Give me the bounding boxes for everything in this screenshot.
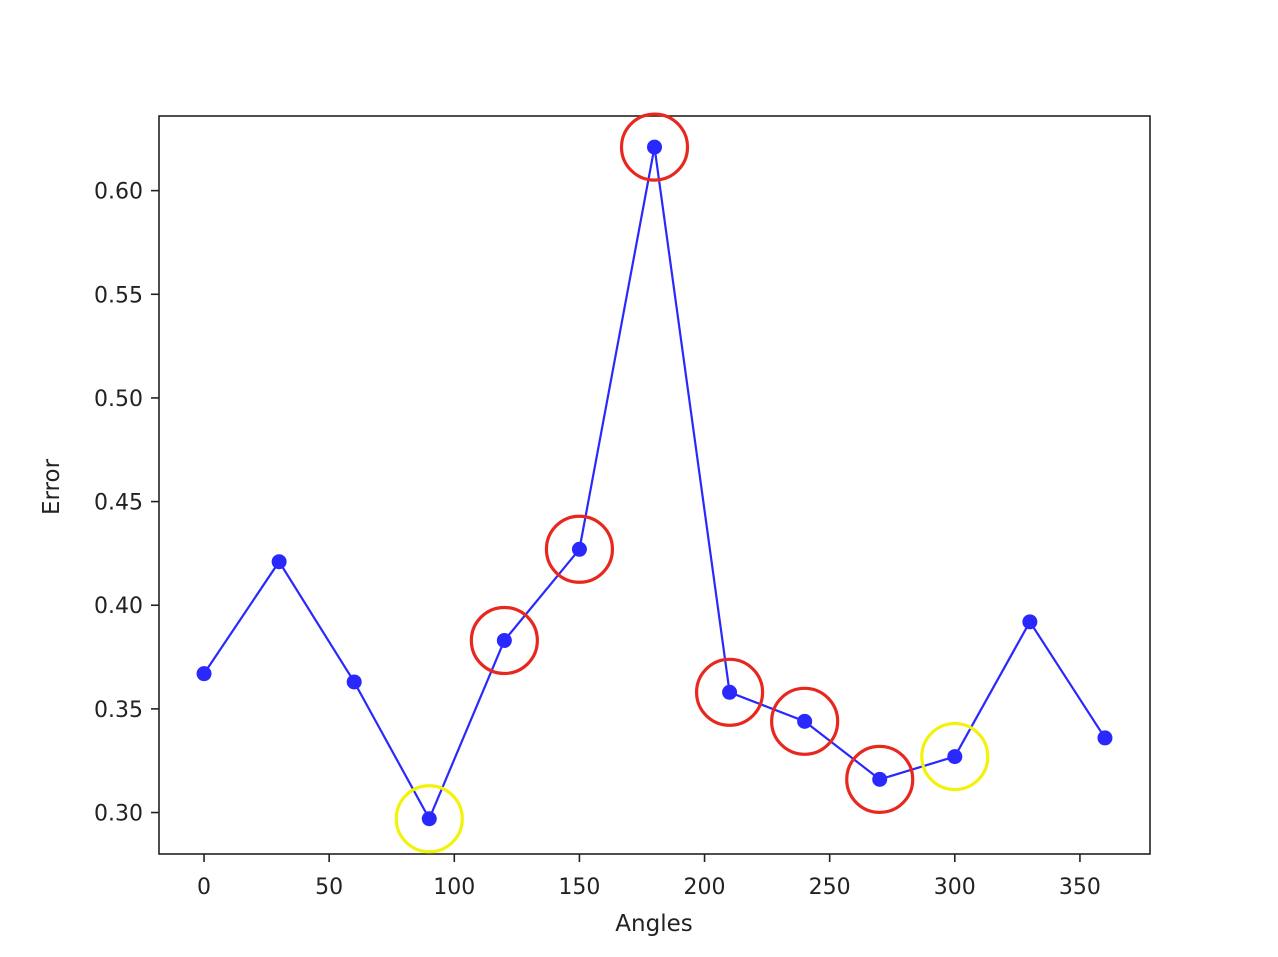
data-point — [647, 139, 662, 155]
data-point — [196, 666, 212, 682]
data-point — [947, 749, 963, 765]
y-tick-label: 0.40 — [94, 594, 143, 619]
annotation-circle — [619, 112, 690, 182]
y-tick-label: 0.50 — [94, 387, 143, 412]
x-axis-label: Angles — [615, 911, 692, 937]
x-tick-label: 50 — [315, 875, 343, 900]
y-axis-label: Error — [39, 458, 65, 515]
plot-frame — [158, 115, 1151, 855]
data-point — [421, 811, 437, 827]
data-point — [872, 771, 888, 787]
y-tick-label: 0.55 — [94, 283, 143, 308]
annotation-circle — [920, 721, 990, 792]
data-point — [346, 674, 362, 690]
y-tick-label: 0.30 — [94, 802, 143, 827]
y-tick-label: 0.60 — [94, 180, 143, 205]
data-points — [196, 139, 1113, 827]
data-point — [1097, 730, 1113, 746]
annotation-circle — [394, 784, 464, 854]
x-axis-ticks: 0 50 100 150 200 250 300 350 — [197, 854, 1101, 900]
data-point — [271, 554, 287, 570]
y-axis-ticks: 0.30 0.35 0.40 0.45 0.50 0.55 0.60 — [94, 180, 159, 827]
x-tick-label: 350 — [1059, 875, 1101, 900]
annotation-circle — [469, 605, 539, 676]
data-point — [496, 632, 512, 648]
annotation-circles — [394, 112, 990, 854]
x-tick-label: 250 — [809, 875, 851, 900]
x-tick-label: 150 — [558, 875, 600, 900]
annotation-circle — [845, 744, 915, 814]
y-tick-label: 0.45 — [94, 491, 143, 516]
annotation-circle — [694, 657, 765, 727]
x-tick-label: 100 — [433, 875, 475, 900]
data-point — [722, 684, 738, 700]
y-tick-label: 0.35 — [94, 698, 143, 723]
x-tick-label: 0 — [197, 875, 211, 900]
data-point — [571, 541, 587, 557]
data-point — [797, 713, 813, 729]
series-line — [203, 146, 1106, 822]
x-tick-label: 200 — [684, 875, 726, 900]
data-point — [1022, 614, 1038, 630]
annotation-circle — [544, 514, 615, 584]
x-tick-label: 300 — [934, 875, 976, 900]
annotation-circle — [770, 686, 840, 756]
